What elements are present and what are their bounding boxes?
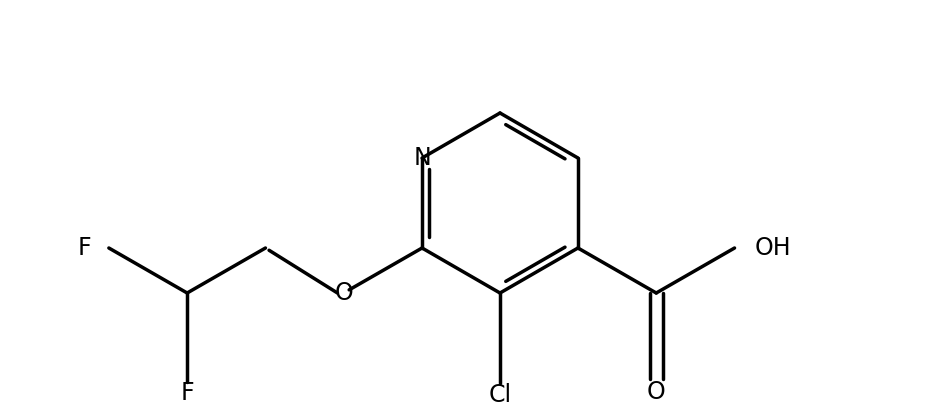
- Text: O: O: [647, 380, 666, 404]
- Text: OH: OH: [755, 236, 791, 260]
- Text: N: N: [414, 146, 430, 170]
- Text: F: F: [77, 236, 90, 260]
- Text: F: F: [180, 381, 194, 405]
- Text: Cl: Cl: [489, 383, 512, 407]
- Text: O: O: [334, 281, 353, 305]
